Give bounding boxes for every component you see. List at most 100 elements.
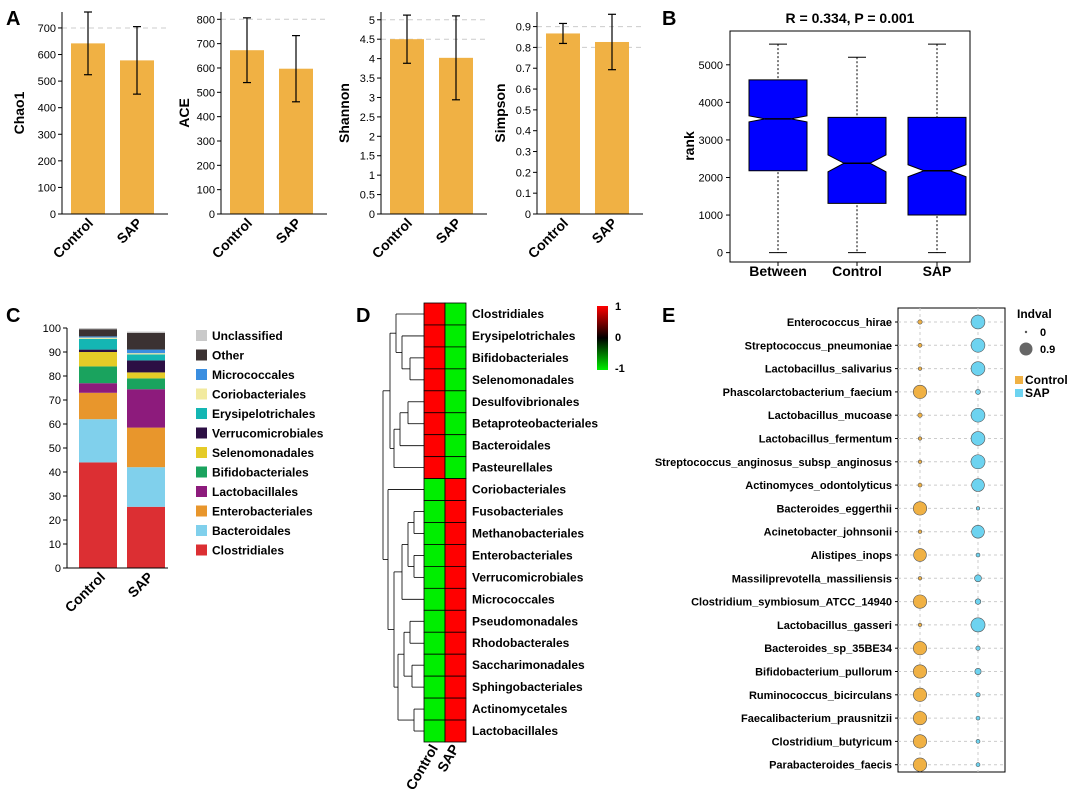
y-tick-label: 400	[197, 112, 215, 124]
y-tick-label: 2	[369, 131, 375, 143]
bubble-sap	[974, 668, 982, 675]
species-label: Bacteroides_eggerthii	[776, 503, 892, 515]
y-tick-label: 300	[197, 136, 215, 148]
bubble-control	[917, 459, 923, 464]
segment-selenomonadales	[127, 372, 165, 379]
size-legend-label: 0.9	[1040, 344, 1055, 356]
legend-label: Coriobacteriales	[212, 388, 306, 402]
segment-erysipelotrichales	[127, 354, 165, 361]
y-tick-label: 30	[49, 491, 61, 503]
heatmap-cell	[444, 544, 467, 567]
legend-swatch-other	[196, 349, 207, 361]
legend-label: Verrucomicrobiales	[212, 427, 324, 441]
bubble-control	[912, 384, 928, 399]
bar-control	[546, 33, 580, 214]
panel-label-a: A	[6, 8, 20, 30]
y-tick-label: 80	[49, 371, 61, 383]
legend-label: Clostridiales	[212, 544, 284, 558]
y-tick-label: 1000	[699, 210, 723, 222]
species-label: Lactobacillus_gasseri	[777, 620, 892, 632]
segment-bifidobacteriales	[127, 378, 165, 390]
heatmap-cell	[444, 324, 467, 348]
panel-e-indicator-bubbles: Enterococcus_hirae Streptococcus_pneumoni…	[655, 307, 1068, 773]
heatmap-cell	[423, 697, 446, 721]
legend-label: Other	[212, 349, 244, 363]
species-label: Bifidobacterium_pullorum	[755, 667, 892, 679]
legend-swatch-clostridiales	[196, 544, 207, 556]
x-tick-label: SAP	[272, 215, 304, 247]
x-tick-label: Between	[749, 263, 807, 279]
heatmap-cell	[423, 456, 446, 479]
bubble-sap	[970, 407, 986, 423]
row-label: Micrococcales	[472, 592, 555, 606]
bubble-control	[912, 734, 928, 749]
y-axis-label: Shannon	[336, 83, 352, 143]
heatmap-cell	[423, 302, 446, 326]
heatmap-cell	[423, 434, 446, 458]
x-tick-label: SAP	[124, 569, 156, 601]
size-legend-title: Indval	[1017, 307, 1052, 321]
size-legend-dot-large	[1019, 342, 1033, 356]
row-label: Methanobacteriales	[472, 526, 584, 540]
bubble-sap	[975, 645, 981, 651]
panel-label-d: D	[356, 305, 370, 327]
heatmap-cell	[423, 412, 446, 436]
segment-erysipelotrichales	[79, 338, 117, 350]
legend-swatch-bifidobacteriales	[196, 466, 207, 478]
y-tick-label: 5	[369, 15, 375, 27]
heatmap-cell	[444, 456, 467, 479]
bubble-sap	[970, 314, 986, 330]
y-axis-label: rank	[681, 131, 697, 161]
bubble-control	[917, 576, 923, 581]
bubble-sap	[970, 617, 986, 633]
bubble-control	[917, 622, 923, 627]
panel-d-heatmap: Clostridiales Erysipelotrichales Bifidobac…	[382, 301, 625, 790]
x-tick-label: Control	[62, 569, 109, 616]
y-tick-label: 700	[197, 39, 215, 51]
legend-label: Enterobacteriales	[212, 505, 313, 519]
row-label: Selenomonadales	[472, 373, 574, 387]
heatmap-cell	[444, 368, 467, 392]
heatmap-cell	[444, 675, 467, 699]
y-tick-label: 1.5	[360, 151, 375, 163]
legend-label: Bacteroidales	[212, 524, 291, 538]
row-label: Lactobacillales	[472, 724, 558, 738]
heatmap-cell	[444, 609, 467, 633]
row-label: Saccharimonadales	[472, 658, 585, 672]
y-tick-label: 40	[49, 467, 61, 479]
species-label: Streptococcus_pneumoniae	[745, 340, 892, 352]
y-tick-label: 0.3	[516, 147, 531, 159]
column-label: SAP	[434, 742, 462, 775]
heatmap-cell	[423, 653, 446, 677]
segment-enterobacteriales	[127, 427, 165, 468]
panel-c-stacked-composition: Control SAP 0 10 20 30 40 50 60 70 80 90 100 Unclassi…	[43, 323, 324, 615]
segment-verrucomicrobiales	[127, 360, 165, 373]
bar-chart-chao1: Control SAP 0 100 200 300 400 500 600 700 Chao1	[11, 11, 168, 261]
species-label: Faecalibacterium_prausnitzii	[741, 713, 892, 725]
row-label: Clostridiales	[472, 307, 544, 321]
x-tick-label: SAP	[588, 215, 620, 247]
row-label: Betaproteobacteriales	[472, 417, 598, 431]
segment-bifidobacteriales	[79, 366, 117, 384]
chart-title: R = 0.334, P = 0.001	[786, 10, 915, 26]
heatmap-cell	[444, 719, 467, 743]
heatmap-cell	[444, 631, 467, 655]
legend-swatch-bacteroidales	[196, 525, 207, 536]
y-tick-label: 0.6	[516, 84, 531, 96]
bubble-control	[917, 366, 923, 371]
y-tick-label: 90	[49, 347, 61, 359]
segment-bacteroidales	[127, 467, 165, 507]
bubble-control	[917, 482, 923, 488]
x-tick-label: Control	[832, 263, 882, 279]
bubble-sap	[975, 739, 981, 744]
segment-selenomonadales	[79, 352, 117, 367]
bubble-sap	[975, 715, 981, 721]
heatmap-cell	[423, 324, 446, 348]
y-tick-label: 2.5	[360, 112, 375, 124]
bubble-sap	[975, 389, 981, 395]
y-tick-label: 0	[369, 209, 375, 221]
row-label: Verrucomicrobiales	[472, 570, 584, 584]
y-tick-label: 500	[38, 76, 56, 88]
bar-chart-simpson: Control SAP 0 0.1 0.2 0.3 0.4 0.5 0.6 0.7 0.8 0.9 Si…	[492, 12, 643, 261]
